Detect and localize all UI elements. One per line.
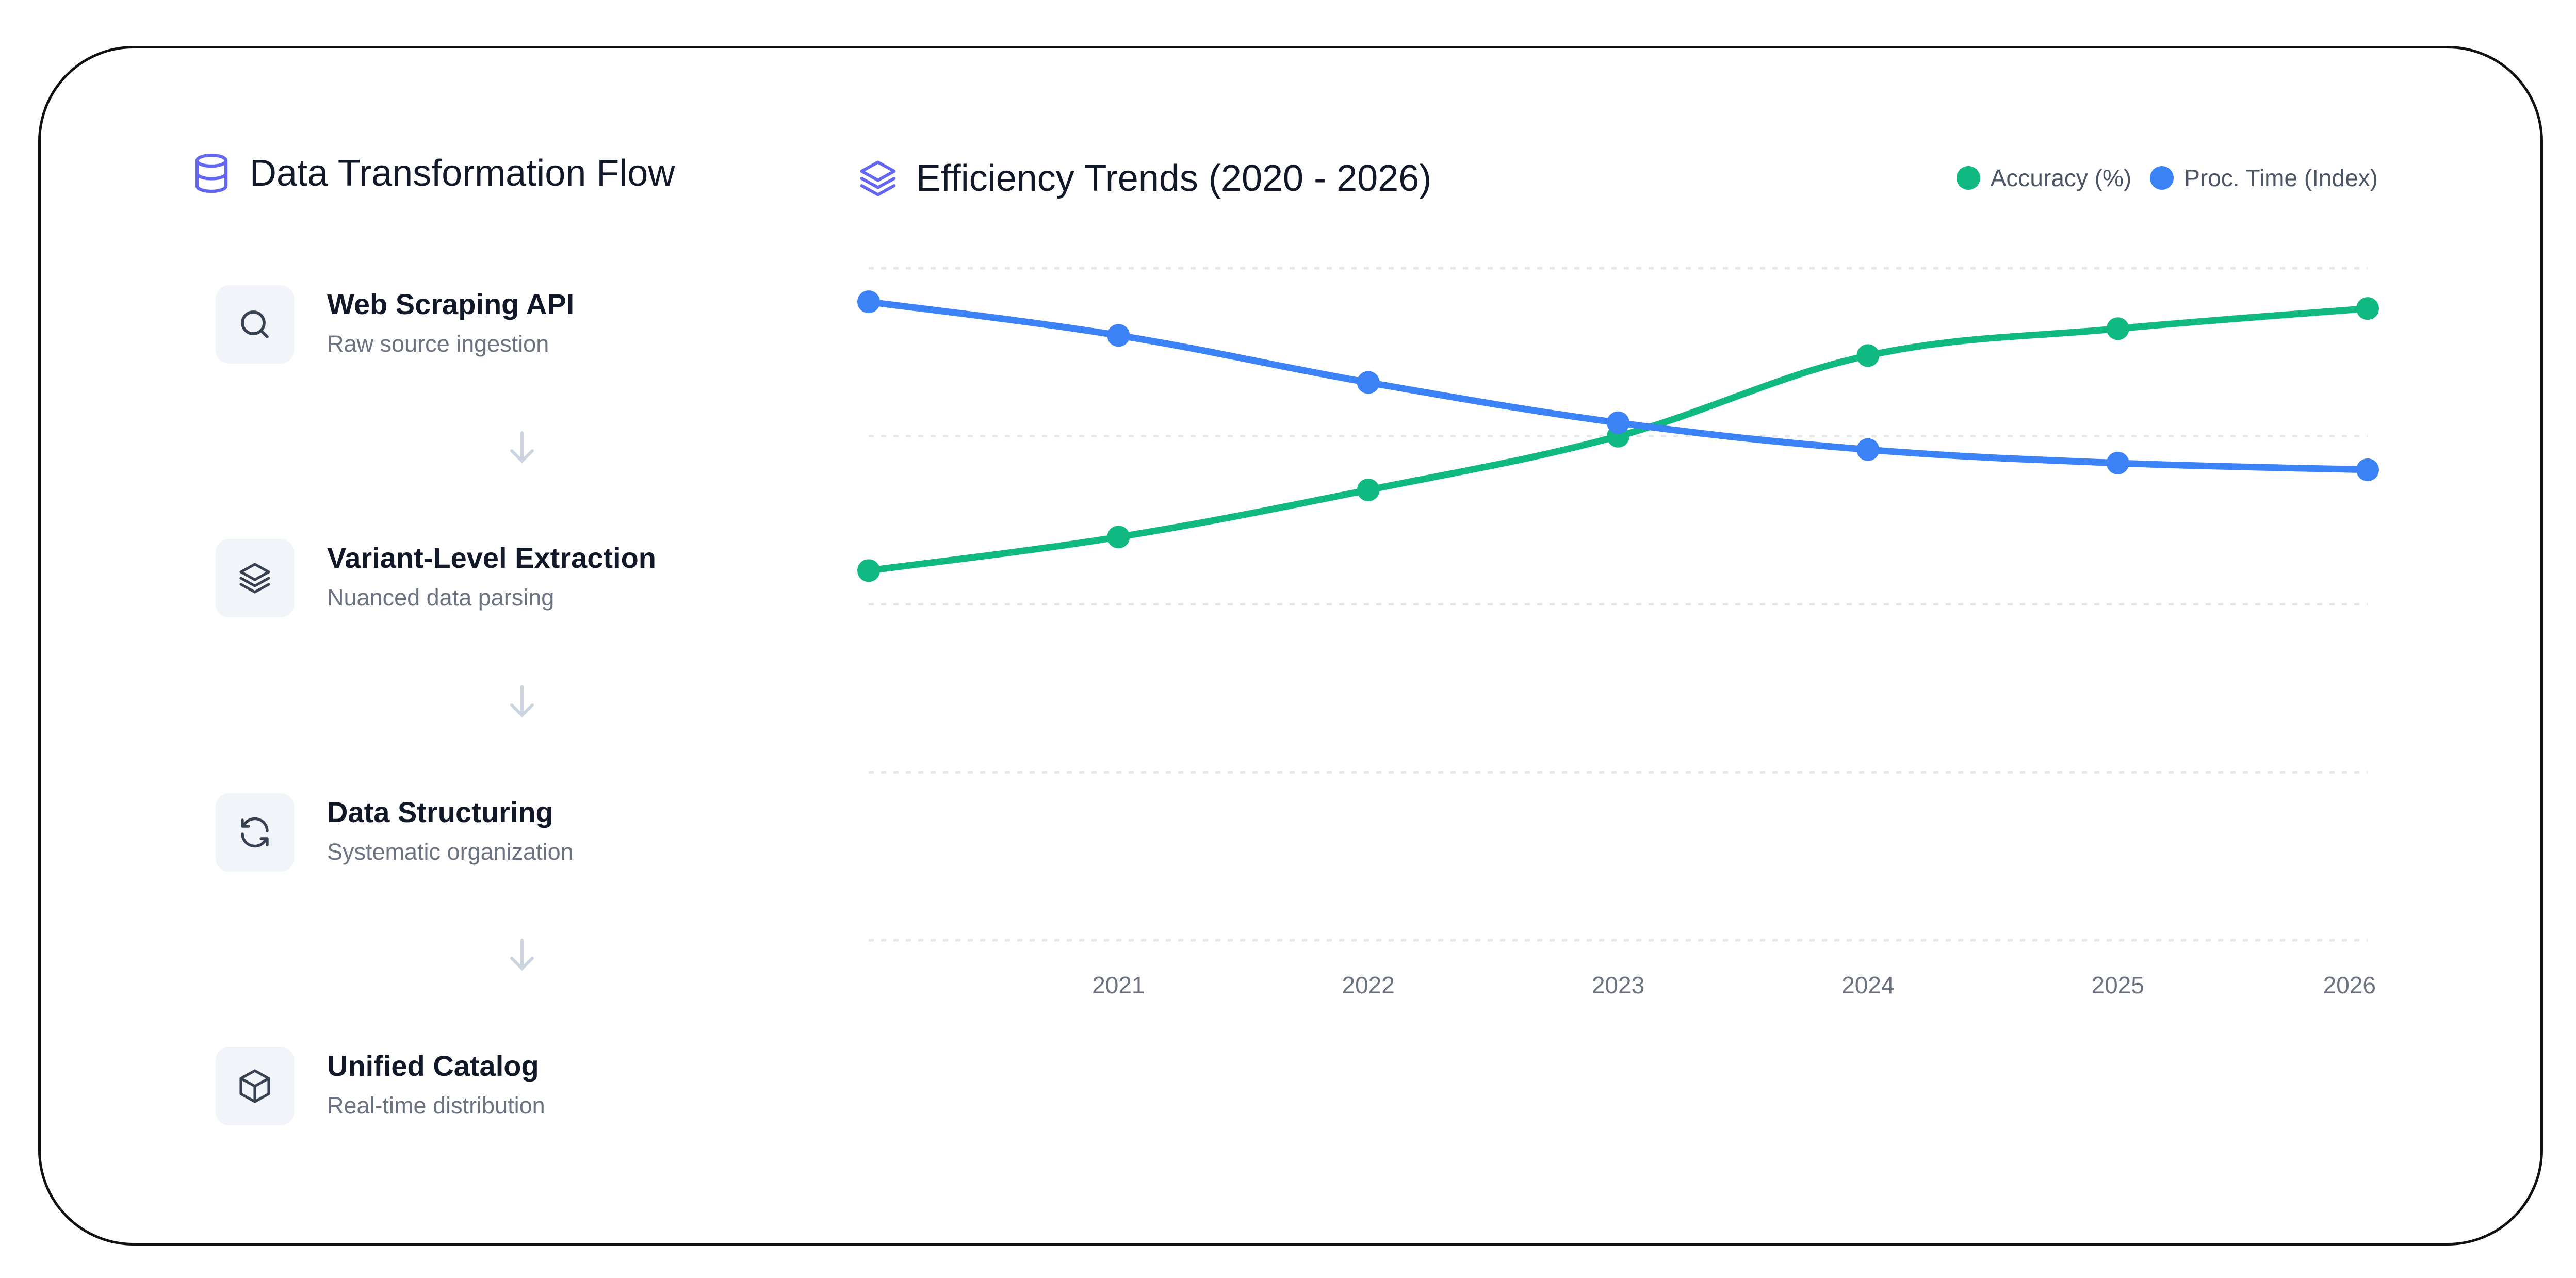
step-description: Raw source ingestion	[327, 331, 549, 357]
data-point-proc-time	[2356, 458, 2379, 481]
refresh-icon	[241, 817, 269, 848]
data-point-proc-time	[1357, 371, 1380, 394]
data-point-accuracy	[857, 559, 880, 582]
step-name: Variant-Level Extraction	[327, 542, 657, 574]
step-icon-tile	[216, 1047, 294, 1125]
x-tick-label: 2021	[1092, 972, 1145, 998]
step-description: Systematic organization	[327, 839, 574, 865]
x-tick-label: 2022	[1342, 972, 1394, 998]
chart-legend: Accuracy (%) Proc. Time (Index)	[1938, 161, 2378, 195]
arrow-down-icon	[510, 431, 534, 464]
dashboard-card	[38, 46, 2543, 1246]
data-point-accuracy	[2356, 297, 2379, 320]
flow-header: Data Transformation Flow	[190, 150, 675, 196]
step-description: Nuanced data parsing	[327, 584, 555, 611]
data-point-proc-time	[2106, 451, 2129, 474]
data-point-accuracy	[1107, 526, 1130, 549]
legend-item-proc-time[interactable]: Proc. Time (Index)	[2150, 164, 2378, 192]
x-tick-label: 2026	[2323, 972, 2376, 998]
flow-step-unified-catalog: Unified Catalog Real-time distribution	[216, 1047, 783, 1129]
legend-label: Proc. Time (Index)	[2184, 165, 2378, 191]
chart-title: Efficiency Trends (2020 - 2026)	[916, 158, 1432, 199]
legend-label: Accuracy (%)	[1990, 165, 2132, 191]
x-tick-label: 2023	[1592, 972, 1644, 998]
step-icon-tile	[216, 793, 294, 872]
data-point-proc-time	[1107, 324, 1130, 347]
flow-step-web-scraping: Web Scraping API Raw source ingestion	[216, 285, 783, 368]
arrow-down-icon	[510, 685, 534, 718]
data-point-proc-time	[857, 290, 880, 314]
step-name: Web Scraping API	[327, 288, 575, 320]
flow-title: Data Transformation Flow	[250, 153, 675, 194]
step-description: Real-time distribution	[327, 1092, 545, 1119]
x-tick-label: 2024	[1841, 972, 1894, 998]
data-point-accuracy	[2106, 317, 2129, 340]
step-icon-tile	[216, 285, 294, 364]
data-point-proc-time	[1607, 411, 1629, 434]
legend-swatch-accuracy	[1956, 166, 1980, 190]
data-point-proc-time	[1856, 438, 1880, 461]
search-icon	[241, 310, 269, 338]
step-name: Data Structuring	[327, 796, 553, 828]
data-point-accuracy	[1856, 344, 1880, 367]
cube-icon	[239, 1069, 270, 1103]
x-tick-label: 2025	[2091, 972, 2144, 998]
layers-icon	[860, 160, 896, 196]
database-icon	[195, 153, 228, 193]
chart-header: Efficiency Trends (2020 - 2026)	[856, 155, 1431, 202]
step-name: Unified Catalog	[327, 1050, 539, 1082]
layers-icon	[239, 563, 270, 594]
legend-swatch-proc-time	[2150, 166, 2174, 190]
arrow-down-icon	[510, 939, 534, 971]
flow-step-data-structuring: Data Structuring Systematic organization	[216, 793, 783, 876]
data-point-accuracy	[1357, 478, 1380, 501]
step-icon-tile	[216, 539, 294, 617]
legend-item-accuracy[interactable]: Accuracy (%)	[1956, 164, 2132, 192]
flow-step-variant-extraction: Variant-Level Extraction Nuanced data pa…	[216, 539, 783, 621]
